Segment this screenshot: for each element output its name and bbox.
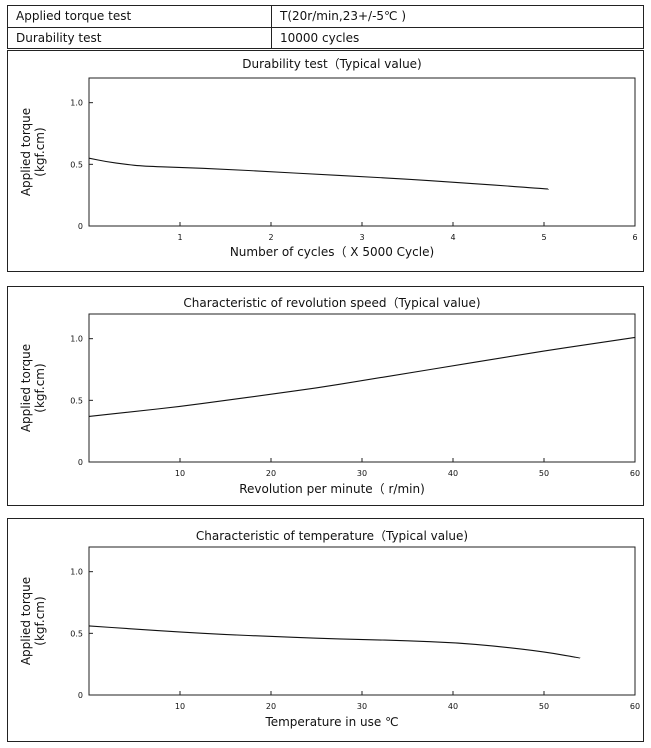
x-tick-label: 40 [448, 469, 458, 478]
y-tick-label: 0 [78, 458, 83, 467]
durability-chart: Durability test（Typical value) Applied to… [19, 57, 638, 259]
x-tick-label: 2 [268, 233, 273, 242]
y-tick-label: 1.0 [70, 335, 83, 344]
table-row: Durability test 10000 cycles [7, 26, 644, 49]
temperature-chart: Characteristic of temperature（Typical va… [19, 529, 640, 729]
x-tick-label: 4 [450, 233, 455, 242]
x-tick-label: 50 [539, 469, 549, 478]
chart-title: Durability test（Typical value) [242, 57, 422, 71]
x-tick-label: 30 [357, 702, 367, 711]
x-axis-label: Temperature in use ℃ [264, 715, 398, 729]
revolution-speed-chart: Characteristic of revolution speed（Typic… [19, 296, 640, 496]
y-tick-label: 0 [78, 691, 83, 700]
y-tick-label: 0.5 [70, 160, 83, 169]
series-line [88, 625, 581, 659]
y-axis-label: Applied torque [19, 577, 33, 665]
x-tick-label: 6 [632, 233, 637, 242]
x-axis-label: Revolution per minute（ r/min) [239, 482, 425, 496]
y-tick-label: 0 [78, 222, 83, 231]
chart-title: Characteristic of revolution speed（Typic… [183, 296, 480, 310]
series-line [88, 157, 550, 190]
y-axis-label: (kgf.cm) [33, 363, 47, 412]
durability-chart-panel: Durability test（Typical value) Applied to… [7, 50, 644, 272]
y-tick-label: 0.5 [70, 396, 83, 405]
chart-title: Characteristic of temperature（Typical va… [196, 529, 468, 543]
y-axis-label: Applied torque [19, 344, 33, 432]
revolution-speed-chart-panel: Characteristic of revolution speed（Typic… [7, 286, 644, 506]
x-tick-label: 3 [359, 233, 364, 242]
y-tick-label: 1.0 [70, 99, 83, 108]
spec-label: Durability test [7, 26, 272, 49]
x-tick-label: 10 [175, 469, 185, 478]
y-tick-label: 0.5 [70, 629, 83, 638]
x-tick-label: 20 [266, 469, 276, 478]
plot-frame [88, 313, 636, 463]
y-axis-label: (kgf.cm) [33, 596, 47, 645]
x-tick-label: 60 [630, 469, 640, 478]
series-line [88, 336, 636, 417]
table-row: Applied torque test T(20r/min,23+/-5℃ ) [7, 5, 644, 28]
spec-value: 10000 cycles [271, 26, 644, 49]
y-axis-label: (kgf.cm) [33, 127, 47, 176]
plot-frame [88, 77, 636, 227]
spec-value: T(20r/min,23+/-5℃ ) [271, 5, 644, 28]
x-tick-label: 60 [630, 702, 640, 711]
spec-label: Applied torque test [7, 5, 272, 28]
y-axis-label: Applied torque [19, 108, 33, 196]
x-tick-label: 10 [175, 702, 185, 711]
x-tick-label: 30 [357, 469, 367, 478]
x-tick-label: 1 [177, 233, 182, 242]
plot-frame [88, 546, 636, 696]
temperature-chart-panel: Characteristic of temperature（Typical va… [7, 518, 644, 742]
x-tick-label: 5 [541, 233, 546, 242]
x-axis-label: Number of cycles（ X 5000 Cycle) [230, 245, 434, 259]
x-tick-label: 20 [266, 702, 276, 711]
x-tick-label: 40 [448, 702, 458, 711]
spec-table: Applied torque test T(20r/min,23+/-5℃ ) … [7, 5, 644, 49]
y-tick-label: 1.0 [70, 568, 83, 577]
x-tick-label: 50 [539, 702, 549, 711]
